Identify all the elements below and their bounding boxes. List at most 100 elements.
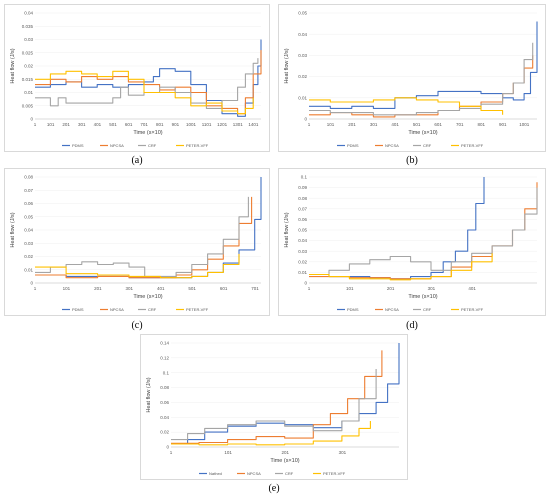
y-tick-label: 0.03 bbox=[24, 241, 33, 246]
series-line-4 bbox=[35, 70, 254, 115]
y-tick-label: 0.01 bbox=[298, 270, 307, 275]
chart-panel-a: 0 0.005 0.01 0.015 0.02 0.025 0.03 0.035 0.04 1 10… bbox=[4, 4, 270, 152]
x-tick-label: 1 bbox=[34, 122, 37, 127]
series-line-1 bbox=[35, 39, 262, 117]
x-tick-label: 1 bbox=[170, 450, 173, 455]
y-tick-label: 0.03 bbox=[24, 37, 33, 42]
y-tick-label: 0.05 bbox=[298, 228, 307, 233]
x-tick-label: 301 bbox=[126, 286, 134, 291]
y-tick-label: 0.03 bbox=[298, 249, 307, 254]
y-axis-title: Heat flow (J/s) bbox=[10, 212, 16, 247]
series-line-4 bbox=[35, 253, 240, 279]
x-tick-label: 501 bbox=[413, 122, 421, 127]
y-tick-label: 0.05 bbox=[24, 214, 33, 219]
x-tick-label: 1301 bbox=[233, 122, 244, 127]
y-tick-label: 0 bbox=[30, 117, 33, 122]
y-tick-label: 0.1 bbox=[163, 370, 170, 375]
x-tick-label: 901 bbox=[499, 122, 507, 127]
y-tick-label: 0.04 bbox=[160, 415, 169, 420]
y-tick-label: 0.04 bbox=[298, 32, 307, 37]
y-tick-label: 0.06 bbox=[298, 217, 307, 222]
caption-b: (b) bbox=[406, 155, 418, 166]
legend-label: CRF bbox=[423, 143, 432, 148]
chart-e-svg: 0 0.02 0.04 0.06 0.08 0.1 0.12 0.14 1 101 201 301 Ti… bbox=[146, 341, 400, 476]
series-line-4 bbox=[171, 421, 371, 446]
legend-label: NPCSA bbox=[385, 143, 399, 148]
legend-label: CRF bbox=[148, 307, 157, 312]
series-line-3 bbox=[171, 369, 377, 441]
x-tick-label: 301 bbox=[428, 286, 436, 291]
x-tick-label: 401 bbox=[468, 286, 476, 291]
series-line-4 bbox=[309, 97, 504, 115]
x-tick-label: 501 bbox=[188, 286, 196, 291]
series-line-3 bbox=[35, 58, 259, 109]
y-tick-label: 0.1 bbox=[301, 175, 308, 180]
x-tick-label: 1101 bbox=[202, 122, 212, 127]
x-tick-label: 101 bbox=[224, 450, 232, 455]
legend-label: PETER-VFF bbox=[461, 307, 484, 312]
chart-d-svg: 0 0.01 0.02 0.03 0.04 0.05 0.06 0.07 0.08 0.09 0.1… bbox=[284, 175, 538, 312]
y-tick-label: 0.07 bbox=[24, 188, 33, 193]
x-tick-label: 701 bbox=[456, 122, 464, 127]
y-tick-label: 0.01 bbox=[24, 90, 33, 95]
x-tick-label: 701 bbox=[140, 122, 148, 127]
y-tick-label: 0.01 bbox=[24, 267, 33, 272]
y-tick-label: 0.035 bbox=[22, 24, 34, 29]
x-tick-label: 1001 bbox=[186, 122, 197, 127]
y-tick-label: 0.06 bbox=[24, 201, 33, 206]
y-tick-label: 0.12 bbox=[160, 355, 169, 360]
y-tick-label: 0.14 bbox=[160, 341, 169, 346]
caption-d: (d) bbox=[406, 320, 418, 331]
chart-panel-d: 0 0.01 0.02 0.03 0.04 0.05 0.06 0.07 0.08 0.09 0.1… bbox=[278, 168, 546, 316]
caption-c: (c) bbox=[131, 320, 143, 331]
x-tick-label: 601 bbox=[125, 122, 133, 127]
x-tick-label: 1 bbox=[34, 286, 37, 291]
y-tick-label: 0.01 bbox=[298, 95, 307, 100]
x-tick-label: 101 bbox=[327, 122, 335, 127]
x-tick-label: 1001 bbox=[519, 122, 530, 127]
series-line-2 bbox=[309, 182, 538, 280]
x-axis-title: Time (s×10) bbox=[408, 294, 437, 300]
legend-label: CRF bbox=[148, 143, 157, 148]
x-tick-label: 1201 bbox=[217, 122, 228, 127]
y-tick-label: 0 bbox=[166, 445, 169, 450]
x-tick-label: 1 bbox=[308, 122, 311, 127]
y-tick-label: 0.07 bbox=[298, 206, 307, 211]
x-tick-label: 501 bbox=[109, 122, 117, 127]
y-tick-label: 0.08 bbox=[24, 175, 33, 180]
series-line-2 bbox=[171, 350, 383, 444]
x-tick-label: 201 bbox=[282, 450, 290, 455]
y-tick-label: 0 bbox=[304, 117, 307, 122]
legend-label: CRF bbox=[285, 471, 294, 476]
x-tick-label: 601 bbox=[220, 286, 228, 291]
legend-label: CRF bbox=[423, 307, 432, 312]
legend-label: PDMS bbox=[347, 143, 359, 148]
series-line-1 bbox=[309, 177, 485, 280]
y-tick-label: 0.09 bbox=[298, 185, 307, 190]
x-axis-title: Time (s×10) bbox=[133, 130, 162, 136]
series-line-2 bbox=[35, 196, 253, 279]
x-tick-label: 301 bbox=[370, 122, 378, 127]
y-tick-label: 0.02 bbox=[24, 254, 33, 259]
legend-label: PETER-VFF bbox=[186, 307, 209, 312]
legend-label: NPCSA bbox=[110, 143, 124, 148]
caption-a: (a) bbox=[131, 155, 143, 166]
y-tick-label: 0 bbox=[304, 281, 307, 286]
caption-e: (e) bbox=[268, 483, 280, 494]
x-tick-label: 401 bbox=[94, 122, 102, 127]
x-tick-label: 801 bbox=[477, 122, 485, 127]
legend-label: Nathed bbox=[209, 471, 222, 476]
x-tick-label: 201 bbox=[387, 286, 395, 291]
legend-label: PDMS bbox=[347, 307, 359, 312]
x-axis-title: Time (s×10) bbox=[133, 294, 162, 300]
x-tick-label: 301 bbox=[339, 450, 347, 455]
y-tick-label: 0.08 bbox=[160, 385, 169, 390]
x-tick-label: 1 bbox=[308, 286, 311, 291]
y-tick-label: 0.02 bbox=[298, 259, 307, 264]
series-line-3 bbox=[309, 42, 534, 116]
x-tick-label: 401 bbox=[391, 122, 399, 127]
series-line-1 bbox=[35, 177, 262, 279]
chart-panel-e: 0 0.02 0.04 0.06 0.08 0.1 0.12 0.14 1 101 201 301 Ti… bbox=[140, 334, 408, 480]
y-tick-label: 0.06 bbox=[160, 400, 169, 405]
chart-b-svg: 0 0.01 0.02 0.03 0.04 0.05 1 101 201 301 401 501 601… bbox=[284, 11, 538, 148]
